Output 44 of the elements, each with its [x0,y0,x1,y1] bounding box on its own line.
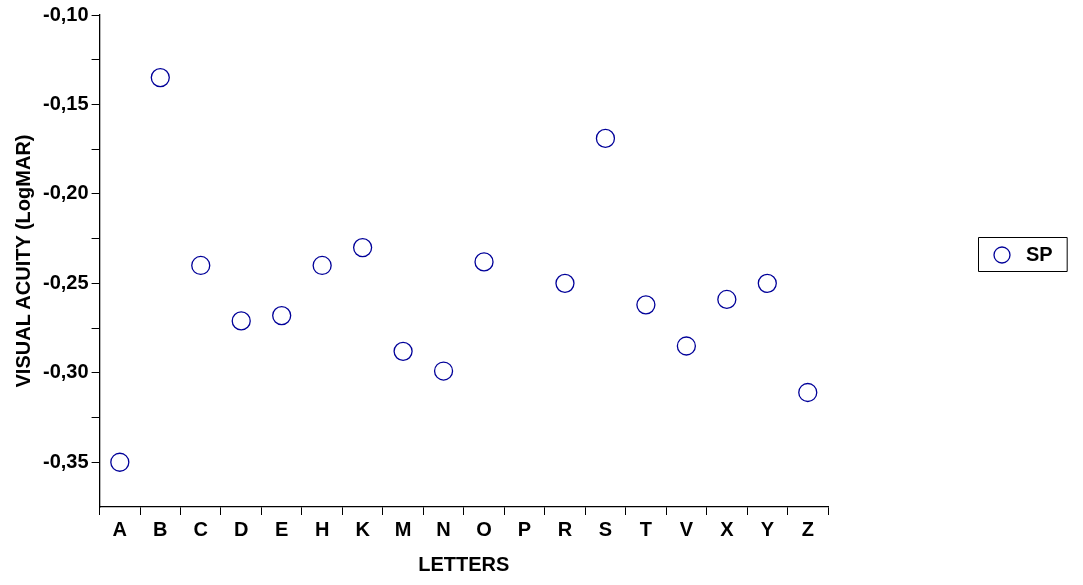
point [595,128,616,149]
x-tick-label: T [639,517,653,540]
y-axis-title: VISUAL ACUITY (LogMAR) [11,134,34,388]
x-tick-label: R [557,517,573,540]
point [191,255,211,276]
y-tick-label: -0,10 [42,2,89,25]
x-tick-label: N [436,517,451,540]
point [717,289,737,310]
x-tick-label: D [234,517,249,540]
x-axis-title: LETTERS [418,552,510,575]
x-tick-label: V [679,517,694,540]
point [110,452,130,472]
x-tick-label: K [355,517,371,540]
point [312,255,332,276]
y-tick-label: -0,20 [42,181,89,204]
point [433,361,454,381]
point [798,382,818,403]
x-tick-label: B [153,517,168,540]
x-tick-label: Z [801,517,814,540]
point [231,311,251,331]
x-tick-label: X [720,517,735,540]
x-tick-label: C [193,517,208,540]
x-tick-label: A [112,517,128,540]
point [352,237,373,258]
x-tick-label: Y [760,517,775,540]
point [636,295,656,315]
point [272,305,292,326]
x-tick-label: M [394,517,412,540]
x-tick-label: O [476,517,492,540]
x-tick-label: P [517,517,532,540]
x-tick-label: E [275,517,289,540]
point [150,67,170,88]
x-tick-label: H [314,517,330,540]
point [555,273,575,294]
y-tick-label: -0,35 [42,449,89,472]
point [474,252,494,272]
point [757,273,777,294]
y-tick-label: -0,15 [42,91,89,114]
point [676,336,697,356]
x-tick-label: S [598,517,613,540]
point [393,341,413,361]
y-tick-label: -0,30 [42,360,89,383]
legend-label: SP [1026,242,1053,265]
y-tick-label: -0,25 [42,270,89,293]
